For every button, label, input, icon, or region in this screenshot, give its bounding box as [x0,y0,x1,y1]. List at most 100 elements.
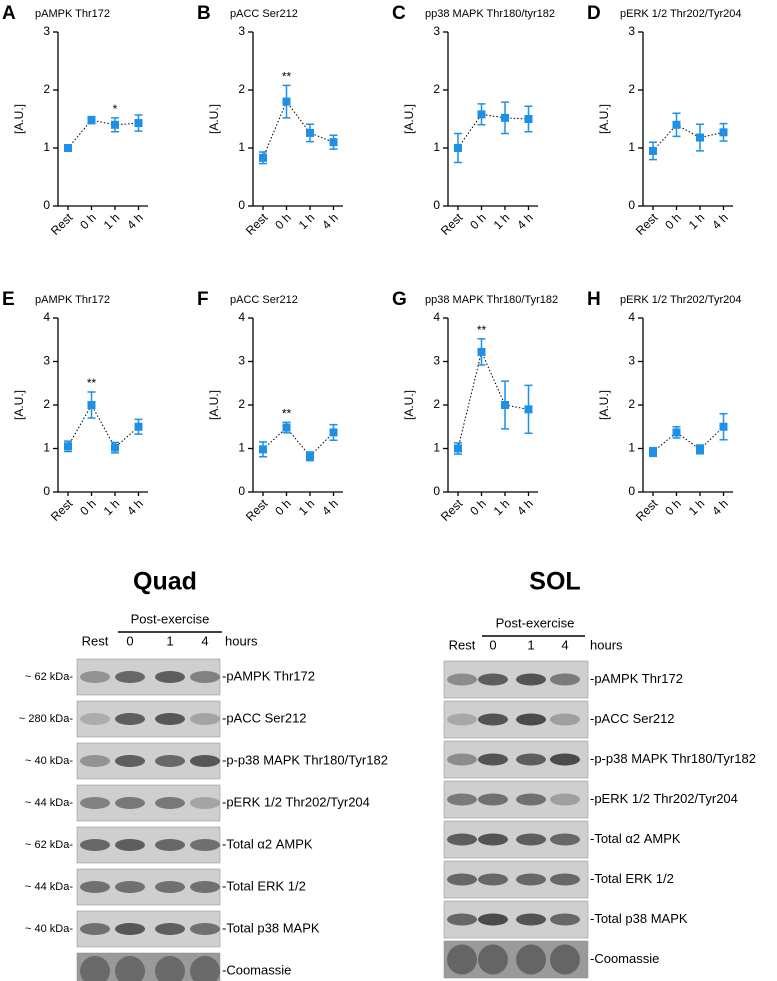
y-tick-label: 4 [238,310,245,324]
y-tick-label: 0 [433,198,440,212]
blot-band [190,923,220,935]
band-label: -p-p38 MAPK Thr180/Tyr182 [222,752,388,767]
blot-band [550,753,580,766]
y-axis-label: [A.U.] [597,390,611,420]
x-tick-label: 4 h [319,496,341,518]
blot-band [478,793,508,806]
blot-band [190,755,220,767]
x-tick-label: Rest [438,210,466,238]
data-point [454,444,462,453]
y-tick-label: 1 [628,441,635,455]
data-point [134,119,143,128]
blot-band [80,956,110,981]
group-label: Post-exercise [131,611,210,626]
series-line [262,426,334,458]
chart-title: pAMPK Thr172 [35,294,110,306]
band-label: -Total α2 AMPK [590,831,681,846]
x-tick-label: 4 h [709,210,731,232]
blot-band [155,797,185,809]
x-tick-label: 0 h [662,496,684,518]
blot-band [447,873,477,886]
series-line [457,350,529,449]
data-point [259,445,267,454]
unit-label: hours [225,633,258,648]
data-point [719,422,728,431]
data-point [477,110,486,119]
blot-band [80,923,110,935]
y-tick-label: 4 [433,310,440,324]
band-size: ~ 40 kDa- [25,923,73,935]
y-tick-label: 0 [628,198,635,212]
x-tick-label: 4 h [319,210,341,232]
x-tick-label: 0 h [662,210,684,232]
band-size: ~ 44 kDa- [25,881,73,893]
band-label: -pERK 1/2 Thr202/Tyr204 [590,791,738,806]
data-point [719,128,728,137]
blot-band [190,671,220,683]
y-tick-label: 3 [628,354,635,368]
blot-band [550,913,580,926]
blot-strip [443,940,589,979]
data-point [649,447,657,456]
blot-band [478,673,508,686]
blot-band [190,956,220,981]
data-point [696,133,704,142]
x-tick-label: 1 h [296,210,318,232]
data-point [501,401,509,409]
panel-letter: G [392,289,407,310]
y-axis-label: [A.U.] [597,104,611,134]
band-label: -pACC Ser212 [590,711,675,726]
band-label: -Total ERK 1/2 [222,878,306,893]
blot-strip [76,700,221,738]
band-size: ~ 62 kDa- [25,839,73,851]
data-point [306,128,314,137]
chart-title: pACC Ser212 [230,294,298,306]
x-tick-label: 1 h [101,496,123,518]
band-size: ~ 44 kDa- [25,797,73,809]
data-point [282,423,291,432]
data-point [111,120,119,129]
blot-band [80,797,110,809]
data-point [111,443,119,452]
x-tick-label: 4 h [124,496,146,518]
blot-band [115,755,145,767]
blot-band [516,753,546,766]
data-point [329,138,338,147]
blot-band [550,713,580,726]
y-tick-label: 1 [43,140,50,154]
blot-band [550,793,580,806]
band-label: -pAMPK Thr172 [590,671,683,686]
series-line [262,100,334,159]
y-tick-label: 4 [43,310,50,324]
lane-label: 0 [126,633,133,648]
blot-strip [76,658,221,696]
blot-band [115,713,145,725]
blot-band [516,833,546,846]
y-tick-label: 3 [433,354,440,368]
y-tick-label: 2 [628,82,635,96]
x-tick-label: 0 h [77,210,99,232]
blot-band [115,881,145,893]
y-axis-label: [A.U.] [12,104,26,134]
blot-band [155,713,185,725]
y-tick-label: 0 [628,484,635,498]
blot-title: Quad [133,568,197,596]
y-tick-label: 3 [433,24,440,38]
y-tick-label: 3 [238,354,245,368]
x-tick-label: Rest [48,496,76,524]
y-tick-label: 2 [433,82,440,96]
lane-label: Rest [82,633,109,648]
y-tick-label: 2 [433,397,440,411]
data-point [477,347,486,356]
data-point [454,144,462,152]
y-axis-label: [A.U.] [402,390,416,420]
chart-title: pp38 MAPK Thr180/Tyr182 [425,294,558,306]
blot-band [155,755,185,767]
x-tick-label: 1 h [296,496,318,518]
lane-label: 0 [489,637,496,652]
significance-mark: ** [282,70,292,84]
series-line [457,113,529,149]
blot-band [447,713,477,726]
x-tick-label: 1 h [101,210,123,232]
